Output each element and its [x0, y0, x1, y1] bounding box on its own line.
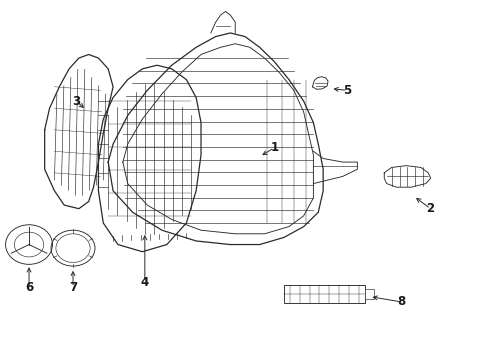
Text: 2: 2 [427, 202, 435, 215]
FancyBboxPatch shape [365, 289, 373, 299]
Text: 4: 4 [141, 276, 149, 289]
Text: 7: 7 [69, 281, 77, 294]
FancyBboxPatch shape [284, 285, 365, 303]
Text: 5: 5 [343, 84, 352, 97]
Text: 1: 1 [270, 141, 278, 154]
Text: 6: 6 [25, 281, 33, 294]
Text: 8: 8 [397, 296, 406, 309]
Text: 3: 3 [73, 95, 80, 108]
